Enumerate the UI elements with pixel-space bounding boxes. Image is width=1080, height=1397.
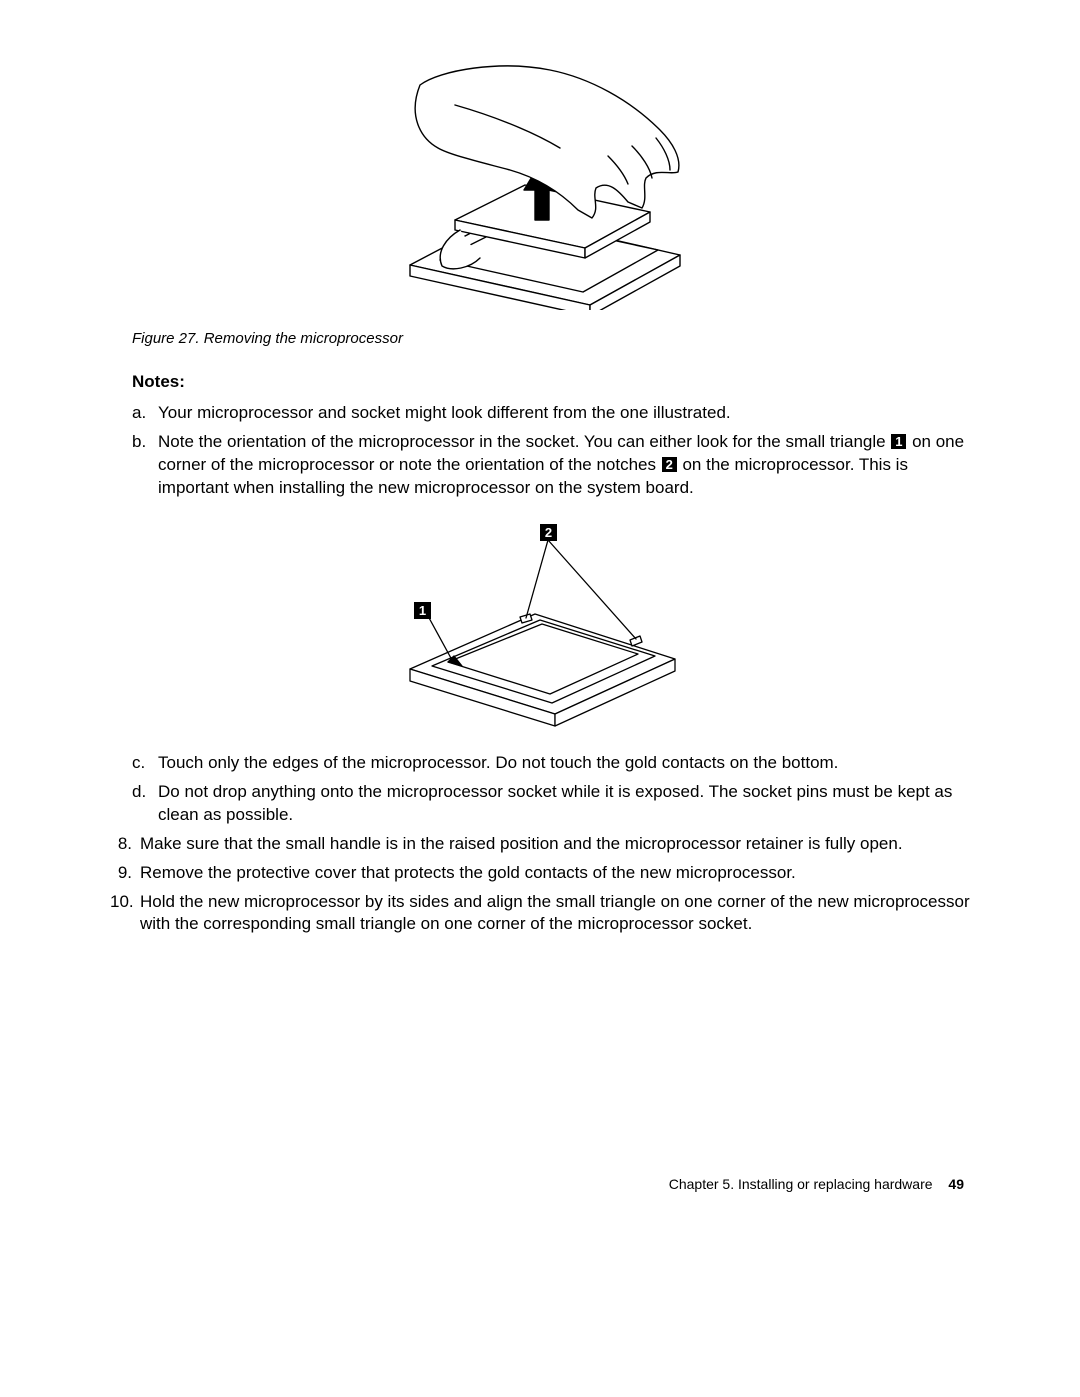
notes-heading: Notes: (132, 371, 970, 394)
note-b-part1: Note the orientation of the microprocess… (158, 432, 890, 451)
figure-orientation: 2 1 (110, 514, 970, 736)
notes-list: a. Your microprocessor and socket might … (132, 402, 970, 500)
figure-orientation-svg: 2 1 (370, 514, 710, 729)
step-10: 10. Hold the new microprocessor by its s… (110, 891, 970, 937)
note-b-marker: b. (132, 431, 158, 500)
page-footer: Chapter 5. Installing or replacing hardw… (0, 1175, 1080, 1194)
step-8-text: Make sure that the small handle is in th… (140, 833, 970, 856)
note-a-text: Your microprocessor and socket might loo… (158, 402, 970, 425)
footer-page-number: 49 (948, 1176, 964, 1192)
step-9-text: Remove the protective cover that protect… (140, 862, 970, 885)
callout-2-icon: 2 (540, 524, 557, 541)
notes-list-continued: c. Touch only the edges of the microproc… (132, 752, 970, 827)
note-c: c. Touch only the edges of the microproc… (132, 752, 970, 775)
note-c-text: Touch only the edges of the microprocess… (158, 752, 970, 775)
note-d: d. Do not drop anything onto the micropr… (132, 781, 970, 827)
page-content: Figure 27. Removing the microprocessor N… (110, 60, 970, 942)
step-8-marker: 8. (110, 833, 140, 856)
step-9: 9. Remove the protective cover that prot… (110, 862, 970, 885)
note-b: b. Note the orientation of the microproc… (132, 431, 970, 500)
figure-27-svg (360, 60, 720, 310)
note-d-marker: d. (132, 781, 158, 827)
note-d-text: Do not drop anything onto the microproce… (158, 781, 970, 827)
note-b-text: Note the orientation of the microprocess… (158, 431, 970, 500)
note-a: a. Your microprocessor and socket might … (132, 402, 970, 425)
step-8: 8. Make sure that the small handle is in… (110, 833, 970, 856)
svg-text:1: 1 (419, 603, 426, 618)
step-9-marker: 9. (110, 862, 140, 885)
note-c-marker: c. (132, 752, 158, 775)
callout-1-icon: 1 (414, 602, 431, 619)
figure-27 (110, 60, 970, 317)
callout-2-inline: 2 (662, 457, 677, 472)
note-a-marker: a. (132, 402, 158, 425)
step-10-marker: 10. (110, 891, 140, 937)
steps-list: 8. Make sure that the small handle is in… (110, 833, 970, 937)
step-10-text: Hold the new microprocessor by its sides… (140, 891, 970, 937)
callout-1-inline: 1 (891, 434, 906, 449)
figure-27-caption: Figure 27. Removing the microprocessor (132, 329, 970, 349)
footer-chapter: Chapter 5. Installing or replacing hardw… (669, 1176, 933, 1192)
svg-text:2: 2 (545, 525, 552, 540)
